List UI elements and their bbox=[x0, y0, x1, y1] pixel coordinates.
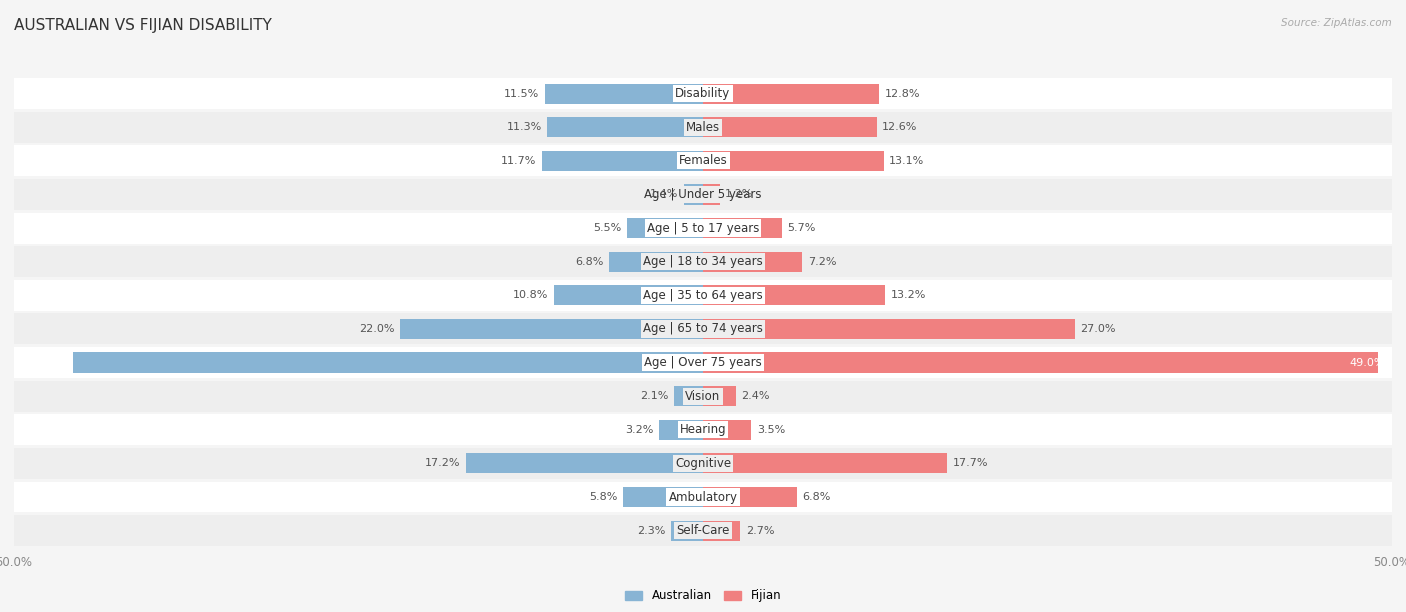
Bar bbox=[683, 184, 703, 204]
Text: 11.5%: 11.5% bbox=[503, 89, 538, 99]
Bar bbox=[703, 353, 1378, 373]
Text: 13.2%: 13.2% bbox=[890, 290, 925, 300]
Bar bbox=[703, 386, 737, 406]
Text: 5.7%: 5.7% bbox=[787, 223, 815, 233]
Bar bbox=[14, 381, 1392, 412]
Text: Age | Under 5 years: Age | Under 5 years bbox=[644, 188, 762, 201]
Text: 2.4%: 2.4% bbox=[741, 391, 770, 401]
Bar bbox=[73, 353, 703, 373]
Bar bbox=[14, 212, 1392, 244]
Text: 17.2%: 17.2% bbox=[425, 458, 461, 468]
Bar bbox=[703, 420, 751, 440]
Text: 6.8%: 6.8% bbox=[803, 492, 831, 502]
Bar bbox=[703, 151, 883, 171]
Text: 5.8%: 5.8% bbox=[589, 492, 617, 502]
Bar bbox=[14, 78, 1392, 109]
Bar bbox=[541, 151, 703, 171]
Text: 6.8%: 6.8% bbox=[575, 256, 603, 267]
Bar bbox=[703, 117, 876, 137]
Text: 1.4%: 1.4% bbox=[650, 190, 678, 200]
Text: Disability: Disability bbox=[675, 87, 731, 100]
Bar bbox=[14, 515, 1392, 546]
Bar bbox=[14, 112, 1392, 143]
Bar bbox=[547, 117, 703, 137]
Text: Females: Females bbox=[679, 154, 727, 167]
Text: 10.8%: 10.8% bbox=[513, 290, 548, 300]
Bar bbox=[609, 252, 703, 272]
Bar bbox=[544, 83, 703, 103]
Bar bbox=[14, 246, 1392, 277]
Text: 7.2%: 7.2% bbox=[807, 256, 837, 267]
Text: 1.2%: 1.2% bbox=[725, 190, 754, 200]
Bar bbox=[554, 285, 703, 305]
Bar bbox=[673, 386, 703, 406]
Text: Vision: Vision bbox=[685, 390, 721, 403]
Text: Age | 65 to 74 years: Age | 65 to 74 years bbox=[643, 323, 763, 335]
Bar bbox=[14, 179, 1392, 210]
Bar bbox=[703, 453, 946, 474]
Text: Age | 35 to 64 years: Age | 35 to 64 years bbox=[643, 289, 763, 302]
Text: 3.2%: 3.2% bbox=[626, 425, 654, 435]
Text: 2.1%: 2.1% bbox=[640, 391, 669, 401]
Bar bbox=[14, 313, 1392, 345]
Bar bbox=[623, 487, 703, 507]
Text: 12.8%: 12.8% bbox=[884, 89, 921, 99]
Text: 2.3%: 2.3% bbox=[637, 526, 666, 536]
Text: 12.6%: 12.6% bbox=[882, 122, 918, 132]
Bar bbox=[14, 280, 1392, 311]
Text: Source: ZipAtlas.com: Source: ZipAtlas.com bbox=[1281, 18, 1392, 28]
Text: Self-Care: Self-Care bbox=[676, 524, 730, 537]
Bar bbox=[14, 146, 1392, 176]
Text: AUSTRALIAN VS FIJIAN DISABILITY: AUSTRALIAN VS FIJIAN DISABILITY bbox=[14, 18, 271, 34]
Text: 49.0%: 49.0% bbox=[1350, 357, 1385, 368]
Text: 13.1%: 13.1% bbox=[889, 156, 924, 166]
Text: 5.5%: 5.5% bbox=[593, 223, 621, 233]
Bar bbox=[14, 482, 1392, 512]
Text: Age | 5 to 17 years: Age | 5 to 17 years bbox=[647, 222, 759, 234]
Text: 2.7%: 2.7% bbox=[745, 526, 775, 536]
Bar bbox=[703, 252, 803, 272]
Bar bbox=[14, 448, 1392, 479]
Bar bbox=[14, 414, 1392, 446]
Text: 11.3%: 11.3% bbox=[506, 122, 541, 132]
Text: 11.7%: 11.7% bbox=[501, 156, 536, 166]
Bar bbox=[703, 487, 797, 507]
Text: Hearing: Hearing bbox=[679, 424, 727, 436]
Bar bbox=[703, 319, 1076, 339]
Bar bbox=[671, 521, 703, 541]
Text: 22.0%: 22.0% bbox=[359, 324, 394, 334]
Bar bbox=[703, 83, 879, 103]
Bar bbox=[703, 184, 720, 204]
Bar bbox=[399, 319, 703, 339]
Bar bbox=[14, 347, 1392, 378]
Bar bbox=[659, 420, 703, 440]
Text: 3.5%: 3.5% bbox=[756, 425, 785, 435]
Text: Age | Over 75 years: Age | Over 75 years bbox=[644, 356, 762, 369]
Text: 17.7%: 17.7% bbox=[952, 458, 988, 468]
Text: Cognitive: Cognitive bbox=[675, 457, 731, 470]
Bar bbox=[465, 453, 703, 474]
Text: 27.0%: 27.0% bbox=[1081, 324, 1116, 334]
Bar bbox=[627, 218, 703, 238]
Legend: Australian, Fijian: Australian, Fijian bbox=[620, 584, 786, 607]
Bar bbox=[703, 218, 782, 238]
Text: 45.7%: 45.7% bbox=[21, 357, 56, 368]
Bar bbox=[703, 285, 884, 305]
Text: Males: Males bbox=[686, 121, 720, 134]
Bar bbox=[703, 521, 740, 541]
Text: Age | 18 to 34 years: Age | 18 to 34 years bbox=[643, 255, 763, 268]
Text: Ambulatory: Ambulatory bbox=[668, 490, 738, 504]
